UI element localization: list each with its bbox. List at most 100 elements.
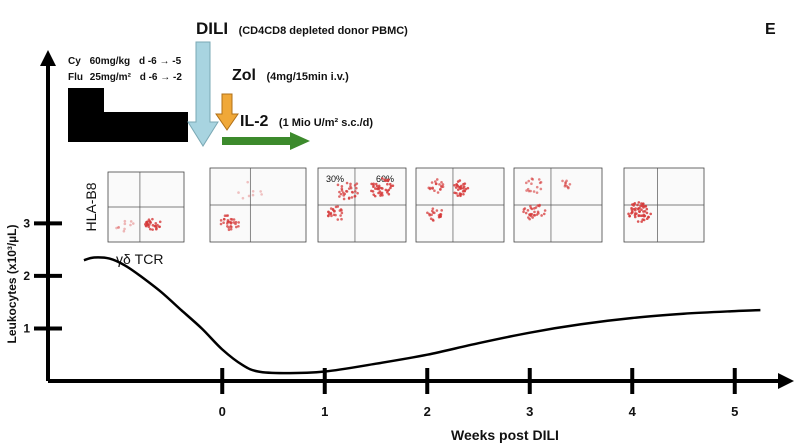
flow-dot bbox=[634, 207, 637, 210]
flow-dot bbox=[234, 225, 238, 229]
flow-dot bbox=[371, 190, 375, 193]
flow-dot bbox=[327, 210, 330, 214]
flow-dot bbox=[386, 182, 389, 186]
flow-dot bbox=[353, 195, 357, 198]
flow-dot bbox=[637, 214, 641, 218]
flow-dot bbox=[567, 186, 570, 190]
flow-dot bbox=[456, 188, 460, 191]
flow-dot bbox=[251, 193, 255, 197]
flow-dot bbox=[156, 223, 159, 227]
flow-dot bbox=[640, 220, 643, 223]
flow-dot bbox=[345, 181, 349, 185]
series-group bbox=[83, 256, 761, 375]
flow-dot bbox=[529, 205, 532, 208]
flow-dot bbox=[381, 187, 384, 190]
flow-dot bbox=[647, 215, 650, 219]
flow-dot bbox=[543, 209, 547, 212]
flow-dot bbox=[526, 209, 530, 212]
flow-dot bbox=[527, 189, 531, 193]
dili-arrow bbox=[187, 41, 219, 147]
dili-annotation: DILI (CD4CD8 depleted donor PBMC) bbox=[187, 19, 408, 147]
flow-dot bbox=[342, 197, 346, 201]
flow-dot bbox=[436, 191, 440, 194]
flow-dot bbox=[345, 189, 348, 193]
flow-dot bbox=[241, 196, 245, 200]
flow-dot bbox=[372, 182, 375, 186]
flow-dot bbox=[372, 185, 375, 189]
flow-dot bbox=[633, 215, 637, 219]
flow-dot bbox=[237, 224, 240, 228]
leukocyte-series-line bbox=[83, 256, 761, 375]
flow-dot bbox=[435, 209, 439, 212]
flow-dot bbox=[234, 222, 237, 226]
flow-dot bbox=[343, 192, 347, 196]
flow-dot bbox=[229, 217, 233, 221]
flow-dot bbox=[340, 185, 344, 188]
flow-dot bbox=[565, 185, 569, 188]
regimen-flu: Flu 25mg/m² d -6 → -2 bbox=[68, 72, 182, 83]
flow-dot bbox=[148, 227, 152, 231]
flow-dot bbox=[350, 196, 354, 199]
flow-dot bbox=[561, 179, 564, 183]
x-tick-label: 5 bbox=[731, 404, 738, 419]
flow-dot bbox=[632, 204, 635, 207]
flow-dot bbox=[229, 227, 233, 231]
flow-dot bbox=[542, 212, 546, 216]
flow-dot bbox=[153, 224, 157, 228]
flow-dot bbox=[347, 187, 351, 190]
flow-dot bbox=[339, 208, 343, 211]
flow-dot bbox=[154, 221, 158, 225]
flow-dot bbox=[636, 203, 639, 207]
flow-dot bbox=[380, 191, 384, 195]
flow-dot bbox=[438, 187, 442, 191]
flow-dot bbox=[525, 189, 528, 192]
flow-dot bbox=[391, 184, 395, 188]
flow-dot bbox=[636, 220, 640, 223]
flow-dot bbox=[117, 225, 120, 229]
flow-dot bbox=[387, 192, 391, 196]
flow-dot bbox=[643, 210, 647, 213]
x-tick-label: 2 bbox=[424, 404, 431, 419]
flow-dot bbox=[155, 227, 158, 230]
flow-dot bbox=[237, 191, 240, 194]
flow-dot bbox=[455, 182, 458, 186]
flow-dot bbox=[535, 185, 539, 189]
flow-dot bbox=[637, 207, 640, 210]
y-tick-label: 1 bbox=[23, 321, 30, 335]
flow-dot bbox=[247, 194, 251, 198]
flow-dot bbox=[336, 218, 340, 221]
x-tick-label: 4 bbox=[629, 404, 637, 419]
flow-dot bbox=[627, 212, 630, 216]
flow-dot bbox=[464, 187, 468, 191]
flow-dot bbox=[441, 185, 445, 189]
flow-dot bbox=[219, 219, 223, 222]
leukocyte-chart: 0 1 2 3 4 5 1 2 3 Weeks post DILI Leukocytes (x… bbox=[5, 50, 794, 443]
flow-dot bbox=[649, 212, 653, 216]
flow-dot bbox=[386, 179, 390, 183]
flow-dot bbox=[439, 215, 442, 218]
flow-dot bbox=[334, 205, 338, 209]
flow-dot bbox=[537, 212, 540, 215]
flow-dot bbox=[147, 218, 151, 221]
flow-dot bbox=[537, 204, 541, 208]
flow-dot bbox=[458, 192, 462, 195]
flow-dot bbox=[353, 184, 357, 187]
flow-dot bbox=[377, 186, 380, 190]
flow-dot bbox=[539, 187, 543, 191]
regimen-cy: Cy 60mg/kg d -6 → -5 bbox=[68, 56, 182, 67]
flow-dot bbox=[531, 178, 535, 181]
flow-dot bbox=[123, 227, 126, 231]
flow-dot bbox=[435, 178, 439, 181]
flow-dot bbox=[430, 181, 434, 184]
flow-dot bbox=[123, 219, 127, 223]
flow-dot bbox=[129, 220, 133, 223]
flow-dot bbox=[223, 214, 227, 217]
flow-dot bbox=[568, 182, 572, 186]
flow-dot bbox=[151, 217, 154, 221]
flow-dot bbox=[381, 193, 384, 197]
flow-dot bbox=[229, 225, 232, 228]
flow-dot bbox=[634, 212, 637, 215]
x-tick-label: 0 bbox=[219, 404, 226, 419]
flow-dot bbox=[386, 189, 389, 193]
flow-dot bbox=[339, 192, 343, 196]
